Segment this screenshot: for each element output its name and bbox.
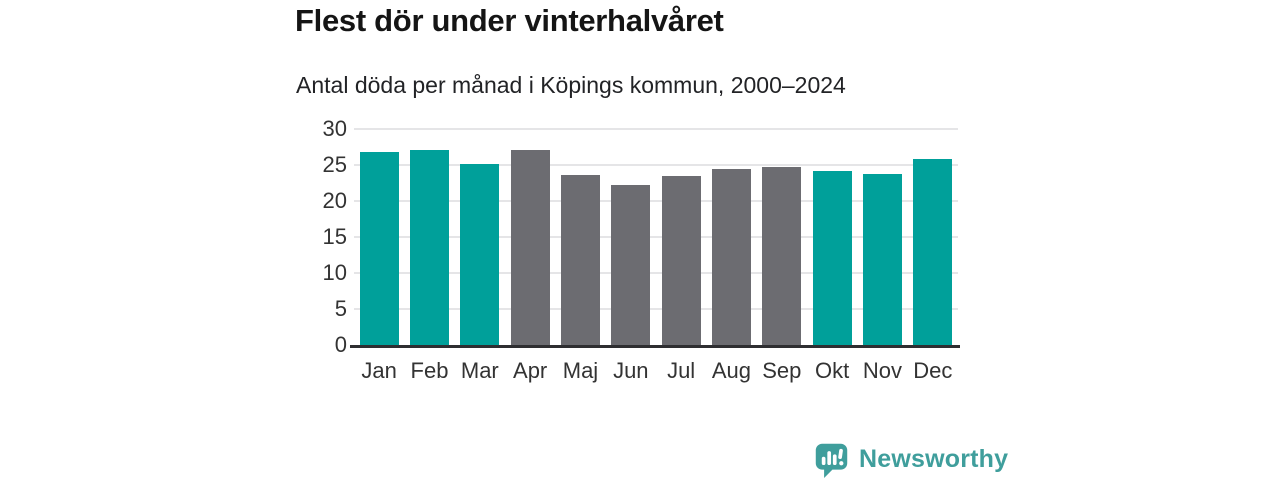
gridline-5: [354, 308, 958, 310]
x-tick-nov: Nov: [862, 358, 902, 383]
y-axis-labels: 0 5 10 15 20 25 30: [295, 118, 347, 356]
chart-subtitle: Antal döda per månad i Köpings kommun, 2…: [296, 72, 846, 98]
chart-title: Flest dör under vinterhalvåret: [295, 3, 724, 38]
bar-apr: [510, 149, 550, 345]
y-tick-5: 5: [334, 296, 347, 321]
y-tick-10: 10: [322, 260, 347, 285]
y-tick-15: 15: [322, 224, 347, 249]
bar-feb: [410, 149, 449, 345]
bar-dec: [913, 159, 953, 345]
x-tick-jun: Jun: [613, 358, 649, 383]
x-tick-feb: Feb: [410, 358, 449, 383]
x-tick-jul: Jul: [667, 358, 696, 383]
x-tick-sep: Sep: [762, 358, 802, 383]
plot-area: [354, 128, 958, 345]
bar-sep: [762, 167, 802, 345]
bar-maj: [561, 175, 600, 345]
y-tick-30: 30: [322, 116, 347, 141]
brand-name: Newsworthy: [859, 445, 1009, 473]
bar-chart-speech-bubble-icon: [813, 441, 850, 478]
bar-jun: [611, 185, 651, 345]
bar-aug: [712, 168, 751, 345]
x-tick-mar: Mar: [460, 358, 499, 383]
y-tick-0: 0: [334, 332, 347, 357]
bar-okt: [812, 171, 852, 345]
x-tick-maj: Maj: [562, 358, 599, 383]
x-axis-line: [350, 345, 960, 348]
gridline-25: [354, 164, 958, 166]
bar-jan: [359, 152, 399, 345]
gridline-30: [354, 128, 958, 130]
y-tick-25: 25: [322, 152, 347, 177]
x-tick-dec: Dec: [913, 358, 953, 383]
x-tick-jan: Jan: [361, 358, 397, 383]
newsworthy-logo: Newsworthy: [813, 441, 1008, 478]
bar-mar: [460, 164, 500, 345]
x-tick-okt: Okt: [815, 358, 850, 383]
gridline-15: [354, 236, 958, 238]
bar-nov: [863, 173, 902, 345]
bar-jul: [661, 175, 701, 345]
gridline-20: [354, 200, 958, 202]
y-tick-20: 20: [322, 188, 347, 213]
gridline-10: [354, 272, 958, 274]
x-tick-apr: Apr: [513, 358, 548, 383]
x-axis-labels: Jan Feb Mar Apr Maj Jun Jul Aug Sep Okt Nov Dec: [354, 358, 958, 384]
x-tick-aug: Aug: [711, 358, 752, 383]
